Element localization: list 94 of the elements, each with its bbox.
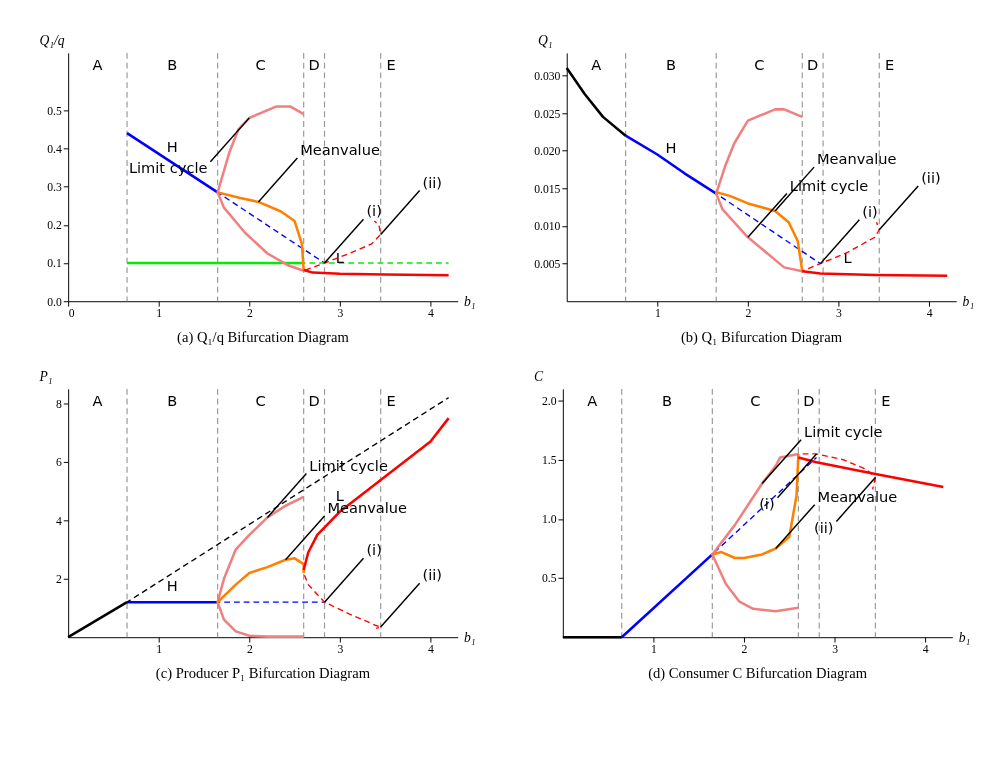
line-series	[216, 191, 305, 272]
x-tick-label: 4	[428, 307, 435, 321]
y-tick-label: 0.020	[534, 145, 561, 159]
x-tick-label: 1	[156, 307, 163, 321]
x-axis-title: b₁	[958, 629, 971, 645]
annotation: (ii)	[422, 173, 443, 191]
y-tick-label: 2	[55, 573, 62, 587]
annotation: E	[386, 56, 396, 74]
y-tick-label: 8	[55, 397, 62, 411]
annotation: E	[881, 392, 891, 410]
y-tick-label: 0.030	[534, 69, 561, 83]
y-tick-label: 4	[55, 514, 62, 528]
annotation: B	[662, 392, 673, 410]
y-tick-label: 0.0	[47, 295, 62, 309]
annotation: C	[754, 56, 765, 74]
annotation: D	[308, 56, 320, 74]
y-tick-label: 0.5	[47, 104, 62, 118]
x-tick-label: 3	[337, 307, 344, 321]
x-tick-label: 2	[745, 307, 752, 321]
annotation: (ii)	[813, 519, 834, 537]
y-tick-label: 2.0	[541, 395, 557, 409]
line-series	[216, 495, 305, 638]
line-series	[714, 190, 804, 273]
series-label: L	[335, 249, 345, 267]
annotation: D	[807, 56, 819, 74]
annotation: Limit cycle	[309, 456, 388, 474]
annotation: (ii)	[921, 169, 941, 187]
annotation: A	[587, 392, 598, 410]
y-tick-label: 6	[55, 456, 62, 470]
line-series	[216, 557, 305, 604]
x-tick-label: 0	[68, 307, 75, 321]
y-axis-title: C	[534, 368, 545, 384]
annotation: E	[386, 392, 396, 410]
annotation: (i)	[366, 541, 382, 559]
text: (b) Q₁ Bifurcation Diagram	[680, 329, 843, 347]
annotation: D	[803, 392, 815, 410]
x-tick-label: 2	[246, 643, 253, 657]
series-label: H	[665, 139, 677, 157]
annotation: Limit cycle	[804, 422, 883, 440]
annotation: (i)	[759, 495, 775, 513]
annotation: A	[92, 392, 103, 410]
x-tick-label: 2	[741, 643, 748, 657]
x-axis-title: b₁	[464, 629, 476, 645]
text: (d) Consumer C Bifurcation Diagram	[648, 665, 868, 683]
y-tick-label: 1.5	[541, 454, 557, 468]
annotation: B	[167, 56, 178, 74]
y-tick-label: 0.1	[47, 257, 62, 271]
x-axis-title: b₁	[464, 293, 476, 309]
annotation: C	[750, 392, 761, 410]
annotation: D	[308, 392, 320, 410]
series-label: H	[166, 577, 178, 595]
y-axis-title: P₁	[38, 368, 53, 384]
text: (c) Producer P₁ Bifurcation Diagram	[155, 665, 371, 683]
y-tick-label: 0.4	[47, 142, 62, 156]
y-axis-title: Q₁/q	[39, 32, 65, 48]
y-tick-label: 0.5	[541, 572, 557, 586]
x-tick-label: 4	[922, 643, 929, 657]
annotation: Meanvalue	[300, 141, 380, 159]
x-tick-label: 1	[654, 307, 661, 321]
annotation: (i)	[366, 202, 382, 220]
x-tick-label: 1	[651, 643, 657, 657]
series-label: H	[166, 138, 178, 156]
annotation: (i)	[862, 202, 878, 220]
series-label: L	[843, 249, 853, 267]
line-series	[797, 456, 945, 489]
y-tick-label: 0.010	[534, 220, 561, 234]
text: (a) Q₁/q Bifurcation Diagram	[177, 329, 350, 347]
line-series	[711, 452, 800, 613]
y-tick-label: 0.015	[534, 182, 561, 196]
y-tick-label: 0.005	[534, 258, 561, 271]
series-label: L	[335, 486, 345, 504]
annotation: (ii)	[422, 566, 443, 584]
annotation: B	[665, 56, 676, 74]
x-tick-label: 2	[246, 307, 253, 321]
x-tick-label: 4	[428, 643, 435, 657]
x-tick-label: 3	[836, 307, 843, 321]
y-tick-label: 0.025	[534, 107, 561, 121]
y-tick-label: 0.3	[47, 181, 62, 195]
annotation: C	[255, 392, 266, 410]
annotation: E	[885, 56, 895, 74]
annotation: Meanvalue	[816, 150, 897, 168]
x-tick-label: 1	[156, 643, 163, 657]
annotation: A	[92, 56, 103, 74]
x-tick-label: 4	[926, 307, 933, 321]
x-tick-label: 3	[337, 643, 344, 657]
annotation: C	[255, 56, 266, 74]
annotation: B	[167, 392, 178, 410]
x-axis-title: b₁	[962, 293, 975, 309]
y-axis-title: Q₁	[538, 32, 553, 48]
x-tick-label: 3	[832, 643, 839, 657]
annotation: A	[591, 56, 602, 74]
y-tick-label: 1.0	[541, 513, 557, 527]
line-series	[711, 452, 800, 560]
y-tick-label: 0.2	[47, 219, 62, 233]
